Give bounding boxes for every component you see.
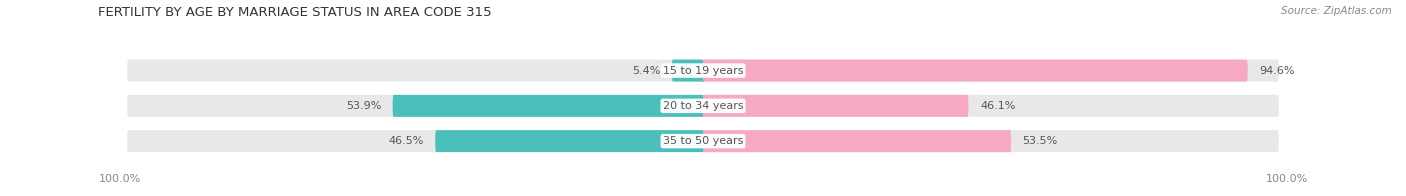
FancyBboxPatch shape	[703, 95, 969, 117]
Text: 15 to 19 years: 15 to 19 years	[662, 65, 744, 76]
Text: 94.6%: 94.6%	[1260, 65, 1295, 76]
Text: FERTILITY BY AGE BY MARRIAGE STATUS IN AREA CODE 315: FERTILITY BY AGE BY MARRIAGE STATUS IN A…	[98, 6, 492, 19]
Text: Source: ZipAtlas.com: Source: ZipAtlas.com	[1281, 6, 1392, 16]
FancyBboxPatch shape	[127, 95, 1279, 117]
Text: 53.9%: 53.9%	[346, 101, 381, 111]
FancyBboxPatch shape	[436, 130, 703, 152]
Text: 46.1%: 46.1%	[980, 101, 1015, 111]
Text: 100.0%: 100.0%	[98, 174, 141, 184]
FancyBboxPatch shape	[127, 130, 1279, 152]
Text: 46.5%: 46.5%	[388, 136, 423, 146]
Text: 35 to 50 years: 35 to 50 years	[662, 136, 744, 146]
FancyBboxPatch shape	[127, 60, 1279, 82]
Text: 20 to 34 years: 20 to 34 years	[662, 101, 744, 111]
FancyBboxPatch shape	[703, 130, 1011, 152]
FancyBboxPatch shape	[392, 95, 703, 117]
Text: 53.5%: 53.5%	[1022, 136, 1057, 146]
FancyBboxPatch shape	[672, 60, 703, 82]
Text: 5.4%: 5.4%	[633, 65, 661, 76]
FancyBboxPatch shape	[703, 60, 1247, 82]
Text: 100.0%: 100.0%	[1265, 174, 1308, 184]
